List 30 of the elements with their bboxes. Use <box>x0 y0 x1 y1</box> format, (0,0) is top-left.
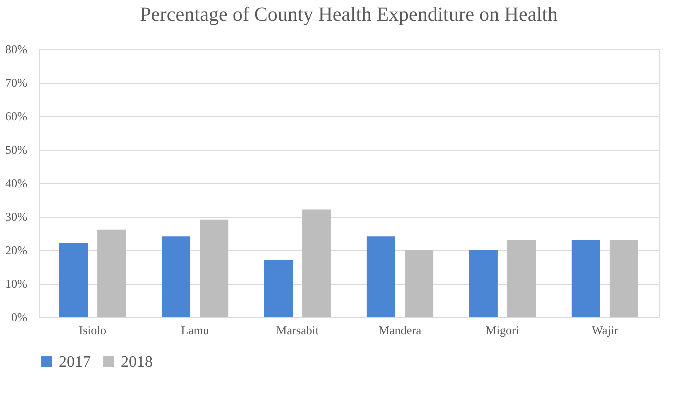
bar <box>405 250 434 317</box>
bar <box>59 243 88 317</box>
bar <box>162 236 191 317</box>
legend-label: 2017 <box>59 354 91 371</box>
bar <box>302 210 332 317</box>
bar <box>507 240 536 317</box>
x-tick-label: Mandera <box>378 324 422 338</box>
y-tick-label: 30% <box>6 210 28 224</box>
bar <box>200 220 229 317</box>
bar <box>610 240 639 317</box>
bar <box>366 236 396 317</box>
y-tick-label: 80% <box>6 42 28 56</box>
bar <box>572 240 600 317</box>
x-tick-label: Lamu <box>181 324 210 338</box>
chart-title: Percentage of County Health Expenditure on Health <box>140 4 558 26</box>
bar <box>98 230 126 317</box>
y-tick-label: 50% <box>6 143 28 157</box>
x-tick-label: Wajir <box>592 324 618 338</box>
y-tick-label: 10% <box>6 277 28 291</box>
y-tick-label: 40% <box>6 176 28 190</box>
y-tick-label: 70% <box>6 76 28 90</box>
y-tick-label: 0% <box>12 310 28 324</box>
x-tick-label: Marsabit <box>276 324 320 338</box>
bar <box>264 260 293 317</box>
y-tick-label: 60% <box>6 110 28 124</box>
legend-label: 2018 <box>121 354 153 371</box>
x-tick-label: Isiolo <box>79 324 106 338</box>
x-tick-label: Migori <box>486 324 520 338</box>
bar <box>469 250 498 317</box>
y-tick-label: 20% <box>6 244 28 258</box>
